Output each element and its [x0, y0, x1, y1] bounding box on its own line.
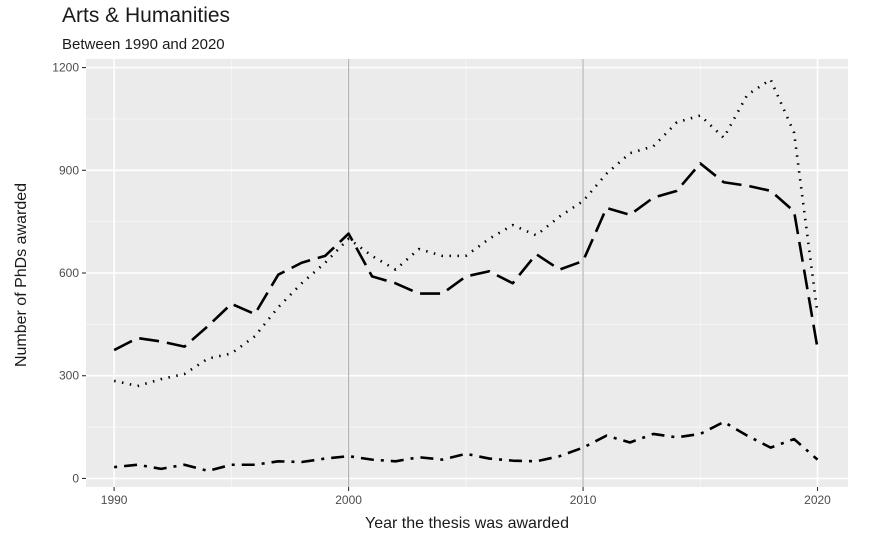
series-line-longdash [113, 162, 819, 352]
y-tick-label: 600 [59, 266, 79, 280]
series-layer [113, 78, 819, 473]
reference-lines [347, 59, 584, 487]
y-tick-label: 1200 [52, 61, 79, 75]
y-tick-label: 300 [59, 369, 79, 383]
y-tick-label: 900 [59, 163, 79, 177]
x-tick-label: 2010 [570, 493, 597, 507]
chart-title: Arts & Humanities [62, 4, 231, 27]
x-tick-label: 1990 [101, 493, 128, 507]
series-line-dotted [113, 78, 819, 388]
y-axis-title: Number of PhDs awarded [13, 183, 30, 367]
chart-subtitle: Between 1990 and 2020 [62, 36, 225, 53]
y-axis: 0 300 600 900 1200 [52, 61, 86, 485]
x-axis: 1990 2000 2010 2020 [101, 487, 831, 507]
x-tick-label: 2020 [804, 493, 831, 507]
x-tick-label: 2000 [335, 493, 362, 507]
y-tick-label: 0 [72, 471, 79, 485]
x-axis-title: Year the thesis was awarded [365, 515, 569, 532]
